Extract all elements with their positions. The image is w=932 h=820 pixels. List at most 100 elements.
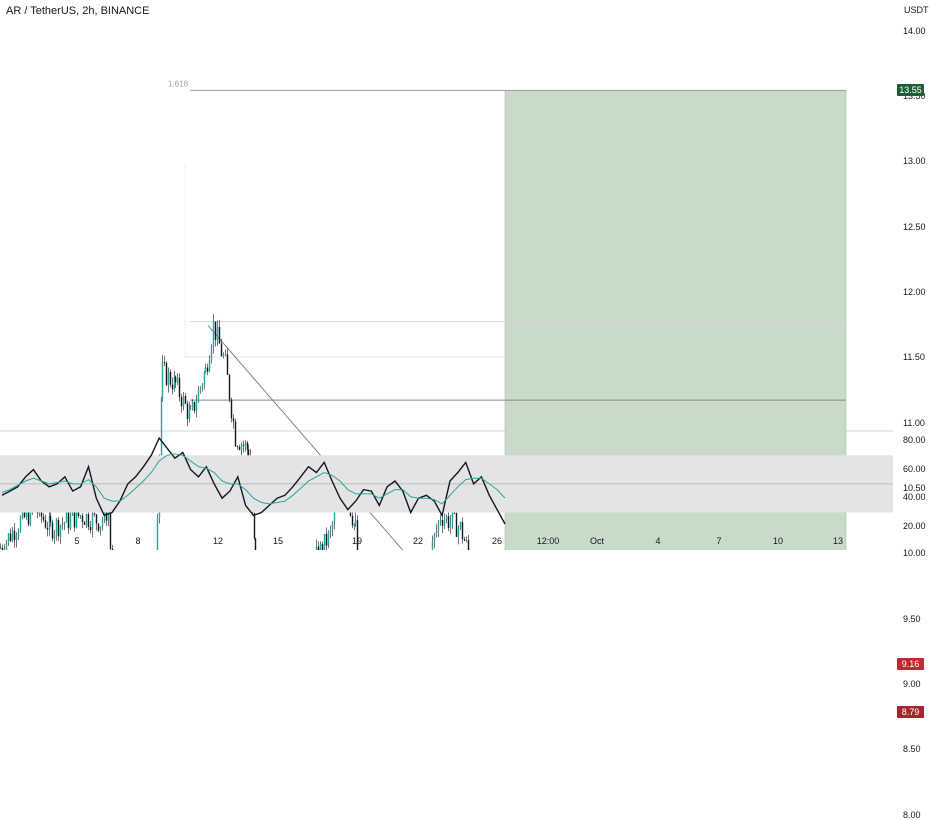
- candle: [61, 523, 64, 526]
- rsi-tick-label: 20.00: [903, 520, 926, 531]
- candle: [244, 442, 247, 446]
- candle: [67, 511, 70, 529]
- candle: [46, 527, 49, 530]
- candle: [5, 542, 8, 553]
- candle: [99, 526, 102, 531]
- candle: [176, 377, 179, 383]
- currency-label: USDT: [904, 5, 929, 15]
- candle: [189, 408, 192, 410]
- candle: [441, 519, 444, 526]
- time-tick-label: 12: [212, 536, 223, 546]
- candle: [19, 517, 22, 532]
- candle: [203, 372, 206, 385]
- candle: [44, 520, 47, 528]
- candle: [224, 354, 227, 356]
- chart-title: AR / TetherUS, 2h, BINANCE: [6, 5, 150, 17]
- candle: [7, 533, 10, 543]
- candle: [69, 515, 72, 529]
- candle: [457, 527, 460, 537]
- candle: [71, 510, 74, 516]
- candle: [201, 384, 204, 388]
- candle: [156, 517, 159, 570]
- candle: [431, 541, 434, 563]
- candle: [447, 516, 450, 529]
- candle: [433, 534, 436, 542]
- candle: [160, 398, 163, 457]
- candle: [317, 546, 320, 562]
- time-tick-label: 10: [772, 536, 783, 546]
- candle: [25, 509, 28, 518]
- candle: [463, 539, 466, 541]
- time-tick-label: 15: [272, 536, 283, 546]
- price-tick-label: 9.50: [903, 613, 921, 624]
- candle: [445, 516, 448, 520]
- chart-canvas[interactable]: 1.6180.618: [0, 0, 932, 718]
- candle: [23, 508, 26, 518]
- candle: [246, 442, 249, 450]
- candle: [165, 362, 168, 386]
- candle: [323, 533, 326, 554]
- candle: [439, 519, 442, 522]
- candle: [77, 509, 80, 517]
- price-tick-label: 14.00: [903, 25, 926, 36]
- candle: [109, 508, 112, 549]
- candle: [230, 399, 233, 419]
- candle: [356, 520, 359, 564]
- candle: [49, 515, 52, 523]
- candle: [254, 538, 257, 556]
- candle: [453, 512, 456, 514]
- candle: [220, 343, 223, 357]
- candle: [171, 384, 174, 390]
- candle: [161, 362, 164, 399]
- candle: [331, 523, 334, 530]
- candle: [167, 372, 170, 386]
- candle: [193, 401, 196, 411]
- candle: [465, 540, 468, 541]
- candle: [17, 531, 20, 536]
- price-tick-label: 8.00: [903, 809, 921, 820]
- candle: [216, 327, 219, 340]
- candle: [107, 508, 110, 521]
- time-tick-label: 4: [655, 536, 661, 546]
- candle: [15, 535, 18, 541]
- candle: [89, 526, 92, 530]
- candle: [319, 544, 322, 562]
- price-tick-label: 9.00: [903, 679, 921, 689]
- candle: [327, 531, 330, 546]
- candle: [21, 508, 24, 518]
- candle: [467, 540, 470, 552]
- candle: [206, 367, 209, 372]
- time-tick-label: 8: [135, 536, 141, 546]
- candle: [353, 523, 356, 526]
- candle: [169, 372, 172, 385]
- candle: [204, 367, 207, 373]
- candle: [236, 446, 239, 448]
- candle: [232, 418, 235, 422]
- candle: [186, 403, 189, 419]
- candle: [455, 513, 458, 537]
- candle: [27, 509, 30, 525]
- candle: [97, 523, 100, 531]
- candle: [195, 402, 198, 411]
- candle: [48, 515, 51, 530]
- candle: [443, 519, 446, 526]
- time-tick-label: 22: [412, 536, 423, 546]
- price-tick-label: 8.50: [903, 744, 921, 755]
- candle: [42, 516, 45, 521]
- candle: [199, 387, 202, 390]
- candle: [329, 529, 332, 532]
- candle: [449, 522, 452, 529]
- time-tick-label: 12:00: [536, 536, 560, 546]
- candle: [321, 544, 324, 554]
- price-tick-label: 10.50: [903, 482, 926, 493]
- candle: [0, 547, 2, 549]
- candle: [51, 522, 54, 539]
- candle: [103, 505, 106, 520]
- candle: [197, 389, 200, 403]
- candle: [435, 530, 438, 535]
- candle: [93, 513, 96, 515]
- candle: [59, 525, 62, 537]
- candle: [11, 530, 14, 541]
- candle: [238, 447, 241, 450]
- time-tick-label: 26: [491, 536, 502, 546]
